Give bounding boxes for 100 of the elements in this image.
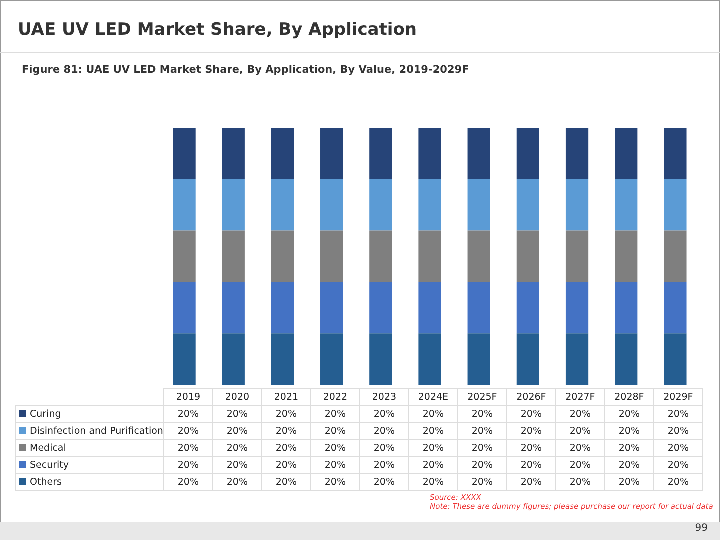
data-label: 20% (164, 422, 213, 440)
data-label: 20% (408, 440, 458, 456)
bar (173, 230, 196, 282)
data-label: 20% (458, 440, 507, 456)
data-label: 20% (604, 440, 654, 456)
chart-subtitle: Figure 81: UAE UV LED Market Share, By Application, By Value, 2019-2029F (22, 64, 470, 76)
bar (664, 230, 687, 282)
bar (173, 179, 196, 231)
legend-label: Others (30, 476, 62, 488)
data-label: 20% (604, 422, 654, 440)
bar (615, 334, 638, 385)
x-tick-label: 2029F (654, 388, 703, 406)
data-label: 20% (654, 474, 703, 490)
bar (418, 128, 442, 180)
data-label: 20% (506, 422, 556, 440)
data-label: 20% (458, 456, 507, 474)
bar (222, 230, 245, 282)
data-label: 20% (654, 440, 703, 456)
x-tick-label: 2024E (408, 388, 458, 406)
bar (222, 282, 245, 334)
data-label: 20% (506, 406, 556, 422)
data-label: 20% (654, 456, 703, 474)
data-label: 20% (360, 474, 409, 490)
bar (418, 282, 442, 334)
data-label: 20% (604, 474, 654, 490)
x-tick-label: 2023 (360, 388, 409, 406)
data-label: 20% (310, 440, 360, 456)
bar (516, 282, 540, 334)
data-label: 20% (212, 406, 262, 422)
bar (468, 128, 490, 180)
x-tick-label: 2022 (310, 388, 360, 406)
data-label: 20% (310, 474, 360, 490)
bar (468, 230, 490, 282)
bar (320, 179, 344, 231)
bar (418, 179, 442, 231)
x-tick-label: 2021 (262, 388, 311, 406)
data-label: 20% (360, 422, 409, 440)
chart-title: UAE UV LED Market Share, By Application (18, 20, 418, 40)
x-tick-label: 2025F (458, 388, 507, 406)
bar (468, 282, 490, 334)
bar (320, 334, 344, 385)
data-label: 20% (556, 456, 605, 474)
data-label: 20% (506, 474, 556, 490)
data-label: 20% (310, 422, 360, 440)
x-tick-label: 2027F (556, 388, 605, 406)
data-label: 20% (654, 406, 703, 422)
bar (516, 179, 540, 231)
x-tick-label: 2026F (506, 388, 556, 406)
data-label: 20% (408, 456, 458, 474)
x-tick-label: 2028F (604, 388, 654, 406)
data-label: 20% (310, 456, 360, 474)
bar (566, 282, 589, 334)
bar (566, 334, 589, 385)
data-label: 20% (262, 440, 311, 456)
bar (370, 282, 392, 334)
data-label: 20% (360, 440, 409, 456)
data-label: 20% (360, 456, 409, 474)
bar (370, 179, 392, 231)
legend-label: Security (30, 460, 70, 470)
data-label: 20% (262, 422, 311, 440)
bar (615, 282, 638, 334)
bar (271, 230, 294, 282)
bar (615, 230, 638, 282)
bar (468, 334, 490, 385)
bar (664, 179, 687, 231)
bar (320, 128, 344, 180)
bar (566, 128, 589, 180)
bar (664, 128, 687, 180)
data-label: 20% (408, 406, 458, 422)
data-label: 20% (556, 406, 605, 422)
data-label: 20% (212, 474, 262, 490)
data-label: 20% (556, 474, 605, 490)
bar (370, 230, 392, 282)
data-label: 20% (458, 422, 507, 440)
bar (271, 282, 294, 334)
bar (516, 128, 540, 180)
data-label: 20% (164, 406, 213, 422)
bar (222, 334, 245, 385)
x-tick-label: 2020 (212, 388, 262, 406)
data-label: 20% (212, 440, 262, 456)
bar (664, 334, 687, 385)
data-label: 20% (262, 474, 311, 490)
text: 99 (695, 523, 708, 534)
data-label: 20% (310, 406, 360, 422)
bar (418, 230, 442, 282)
data-label: 20% (164, 456, 213, 474)
bar (271, 179, 294, 231)
bar (664, 282, 687, 334)
data-label: 20% (212, 422, 262, 440)
data-label: 20% (262, 406, 311, 422)
bar (222, 179, 245, 231)
bar (566, 179, 589, 231)
legend-label: Disinfection and Purification (30, 426, 164, 436)
bar (370, 128, 392, 180)
bar (516, 230, 540, 282)
data-label: 20% (408, 474, 458, 490)
bar (173, 128, 196, 180)
x-tick-label: 2019 (164, 388, 213, 406)
data-label: 20% (654, 422, 703, 440)
data-label: 20% (506, 440, 556, 456)
